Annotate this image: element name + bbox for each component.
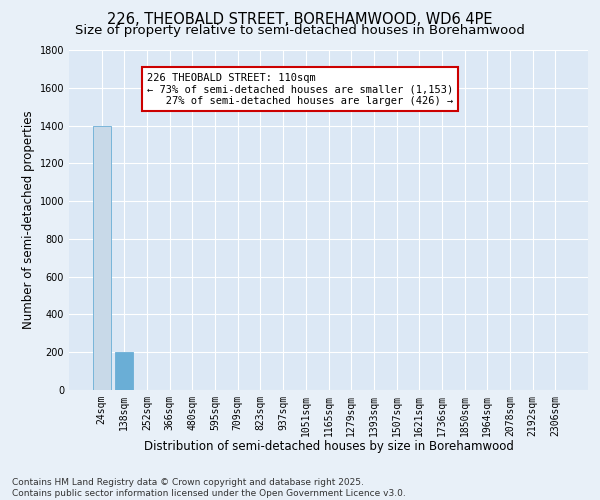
Bar	[92, 126, 111, 390]
Text: 226, THEOBALD STREET, BOREHAMWOOD, WD6 4PE: 226, THEOBALD STREET, BOREHAMWOOD, WD6 4…	[107, 12, 493, 28]
Text: 226 THEOBALD STREET: 110sqm
← 73% of semi-detached houses are smaller (1,153)
  : 226 THEOBALD STREET: 110sqm ← 73% of sem…	[147, 72, 453, 106]
X-axis label: Distribution of semi-detached houses by size in Borehamwood: Distribution of semi-detached houses by …	[143, 440, 514, 453]
Text: Size of property relative to semi-detached houses in Borehamwood: Size of property relative to semi-detach…	[75, 24, 525, 37]
Y-axis label: Number of semi-detached properties: Number of semi-detached properties	[22, 110, 35, 330]
Bar	[115, 352, 133, 390]
Text: Contains HM Land Registry data © Crown copyright and database right 2025.
Contai: Contains HM Land Registry data © Crown c…	[12, 478, 406, 498]
